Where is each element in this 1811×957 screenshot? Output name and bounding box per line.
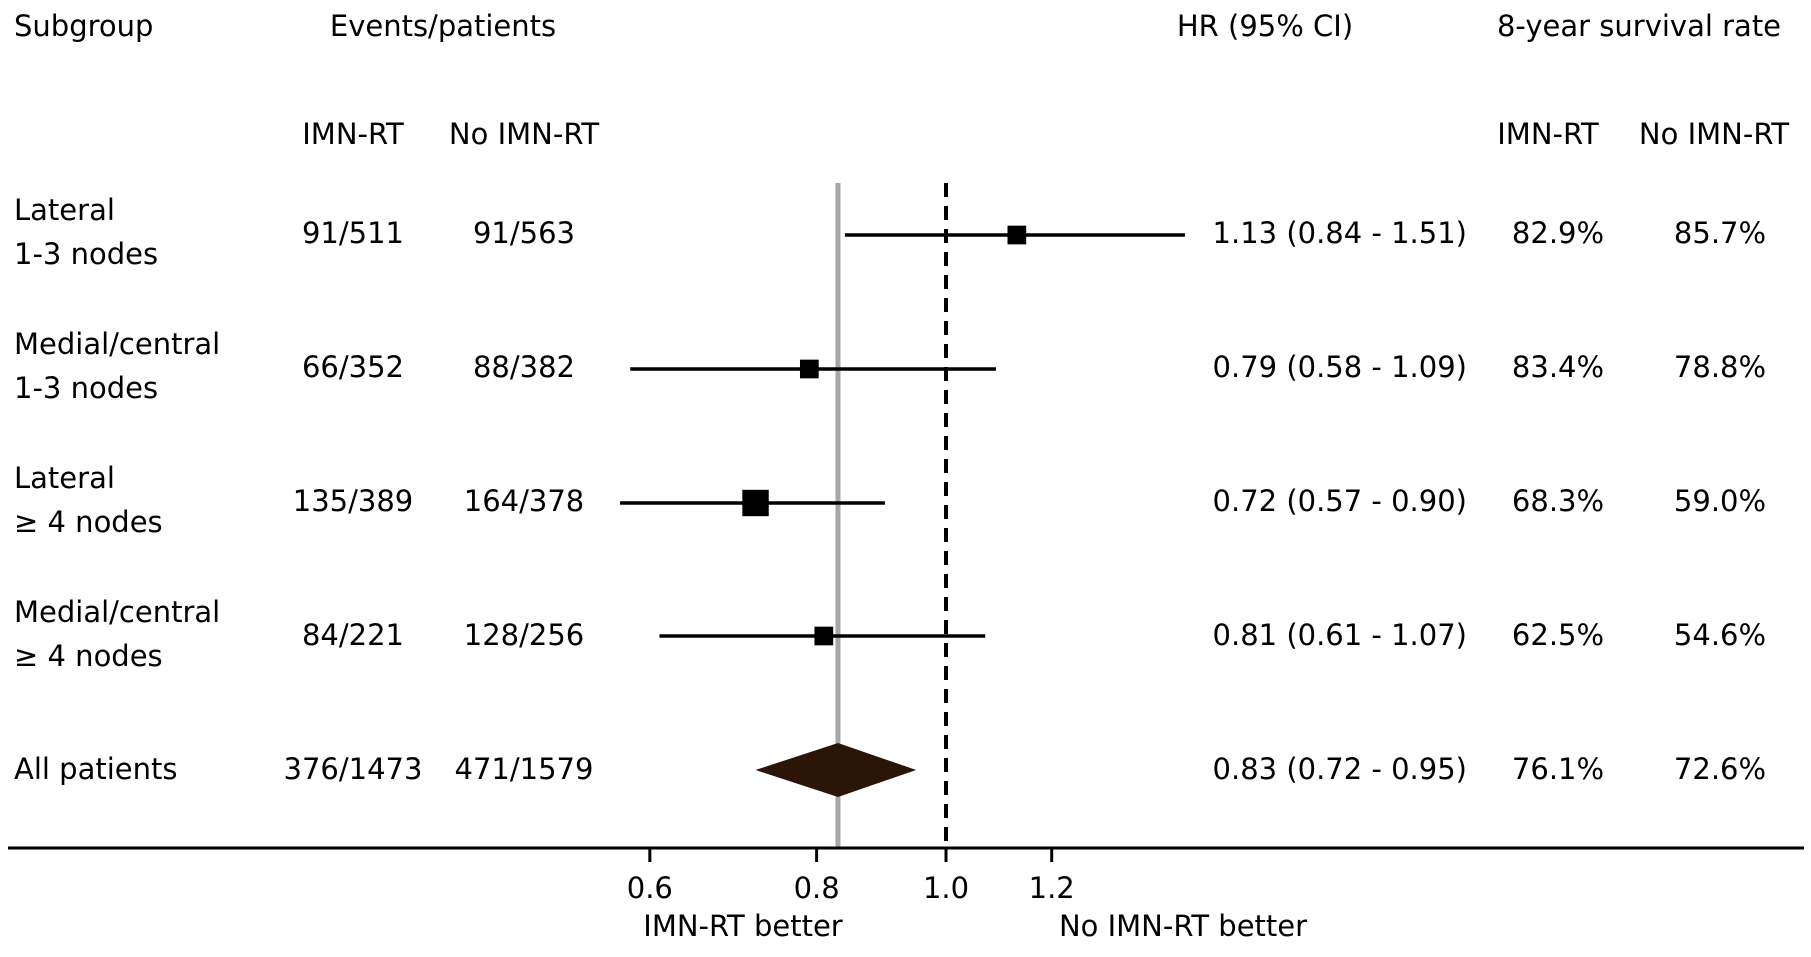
hr-text: 0.83 (0.72 - 0.95) <box>1212 752 1467 786</box>
subgroup-label-line2: 1-3 nodes <box>14 371 159 405</box>
x-tick-label: 1.2 <box>1029 871 1075 905</box>
events-arm-a: 376/1473 <box>283 752 423 786</box>
header-events: Events/patients <box>329 9 557 43</box>
hr-marker <box>742 489 769 517</box>
subgroup-label: Medial/central 1-3 nodes <box>14 322 220 410</box>
survival-arm-a: 76.1% <box>1511 752 1605 786</box>
header-hr: HR (95% CI) <box>1176 9 1354 43</box>
hr-text: 0.79 (0.58 - 1.09) <box>1212 350 1467 384</box>
header-subgroup: Subgroup <box>14 9 154 43</box>
subgroup-label-line2: 1-3 nodes <box>14 237 159 271</box>
subgroup-label-line2: ≥ 4 nodes <box>14 639 163 673</box>
survival-arm-a: 62.5% <box>1511 618 1605 652</box>
xlabel-left: IMN-RT better <box>643 909 843 943</box>
subgroup-label-line2: ≥ 4 nodes <box>14 505 163 539</box>
hr-text: 0.72 (0.57 - 0.90) <box>1212 484 1467 518</box>
header-arm-a: IMN-RT <box>302 117 404 151</box>
events-arm-a: 66/352 <box>301 350 405 384</box>
events-arm-b: 128/256 <box>463 618 585 652</box>
hr-marker <box>814 626 834 646</box>
subgroup-label-line1: Medial/central <box>14 327 221 361</box>
xlabel-right: No IMN-RT better <box>1058 909 1308 943</box>
subgroup-label-line1: Lateral <box>14 461 115 495</box>
events-arm-b: 88/382 <box>472 350 576 384</box>
hr-marker <box>799 359 819 379</box>
hr-marker <box>1007 225 1027 245</box>
subgroup-label-line1: Lateral <box>14 193 115 227</box>
subgroup-label-line1: Medial/central <box>14 595 221 629</box>
subgroup-label: Lateral ≥ 4 nodes <box>14 456 163 544</box>
header-survival: 8-year survival rate <box>1496 9 1782 43</box>
hr-text: 1.13 (0.84 - 1.51) <box>1212 216 1467 250</box>
survival-arm-b: 59.0% <box>1673 484 1767 518</box>
events-arm-a: 84/221 <box>301 618 405 652</box>
subgroup-label: Lateral 1-3 nodes <box>14 188 158 276</box>
x-tick-label: 1.0 <box>923 871 969 905</box>
x-tick-label: 0.8 <box>794 871 840 905</box>
events-arm-a: 135/389 <box>292 484 414 518</box>
survival-arm-b: 72.6% <box>1673 752 1767 786</box>
header-surv-b: No IMN-RT <box>1638 117 1790 151</box>
survival-arm-a: 83.4% <box>1511 350 1605 384</box>
survival-arm-a: 68.3% <box>1511 484 1605 518</box>
header-surv-a: IMN-RT <box>1497 117 1599 151</box>
hr-text: 0.81 (0.61 - 1.07) <box>1212 618 1467 652</box>
overall-diamond <box>755 743 917 797</box>
events-arm-b: 164/378 <box>463 484 585 518</box>
survival-arm-a: 82.9% <box>1511 216 1605 250</box>
survival-arm-b: 54.6% <box>1673 618 1767 652</box>
events-arm-a: 91/511 <box>301 216 405 250</box>
survival-arm-b: 78.8% <box>1673 350 1767 384</box>
subgroup-label-all: All patients <box>14 752 178 786</box>
header-arm-b: No IMN-RT <box>448 117 600 151</box>
survival-arm-b: 85.7% <box>1673 216 1767 250</box>
subgroup-label: Medial/central ≥ 4 nodes <box>14 590 220 678</box>
events-arm-b: 91/563 <box>472 216 576 250</box>
events-arm-b: 471/1579 <box>454 752 594 786</box>
x-tick-label: 0.6 <box>627 871 673 905</box>
